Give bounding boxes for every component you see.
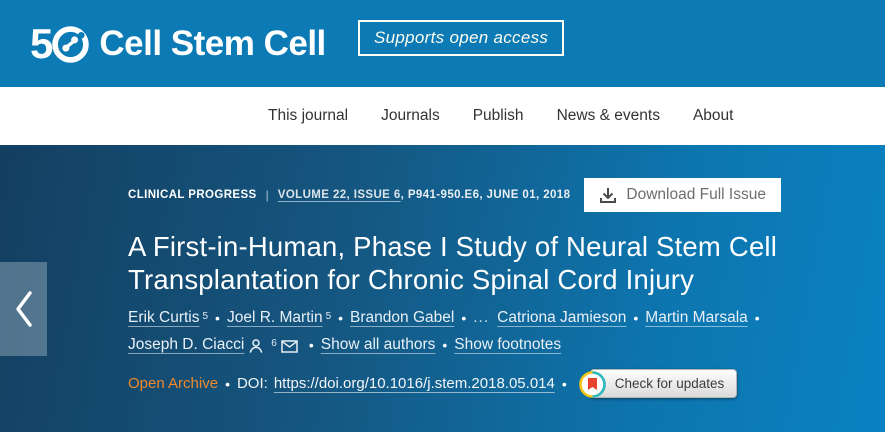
authors-ellipsis: ...: [473, 309, 490, 326]
show-all-authors-link[interactable]: Show all authors: [320, 336, 436, 353]
author-bullet: •: [633, 310, 639, 326]
meta-separator: |: [265, 188, 269, 202]
journal-name: Cell Stem Cell: [99, 23, 326, 63]
author-catriona-jamieson[interactable]: Catriona Jamieson: [497, 309, 627, 326]
author-bullet: •: [461, 310, 467, 326]
article-hero: CLINICAL PROGRESS | VOLUME 22, ISSUE 6 ,…: [0, 145, 885, 432]
journal-logo[interactable]: 5 Cell Stem Cell: [30, 20, 326, 68]
author-joseph-d-ciacci[interactable]: Joseph D. Ciacci: [128, 336, 245, 353]
main-nav: This journal Journals Publish News & eve…: [0, 87, 885, 145]
author-bullet: •: [308, 337, 314, 353]
author-affiliation-sup: 5: [202, 310, 209, 322]
nav-item-journals[interactable]: Journals: [381, 107, 440, 124]
nav-item-about[interactable]: About: [692, 107, 734, 124]
author-affiliation-sup: 5: [325, 310, 332, 322]
author-erik-curtis[interactable]: Erik Curtis: [128, 309, 200, 326]
email-envelope-icon[interactable]: [281, 339, 298, 353]
cell-division-icon: [52, 26, 90, 63]
logo-anniversary-number: 5: [30, 19, 53, 67]
carousel-previous-button[interactable]: [0, 262, 47, 356]
person-icon: [248, 338, 264, 354]
article-title: A First-in-Human, Phase I Study of Neura…: [128, 231, 778, 295]
nav-item-this-journal[interactable]: This journal: [268, 107, 349, 124]
article-hero-content: CLINICAL PROGRESS | VOLUME 22, ISSUE 6 ,…: [128, 145, 885, 398]
open-access-badge-label: Supports open access: [374, 28, 549, 47]
doi-link[interactable]: https://doi.org/10.1016/j.stem.2018.05.0…: [273, 375, 555, 392]
nav-item-news-events[interactable]: News & events: [556, 107, 660, 124]
nav-item-publish[interactable]: Publish: [472, 107, 524, 124]
doi-row: Open Archive • DOI: https://doi.org/10.1…: [128, 369, 885, 398]
doi-bullet: •: [561, 375, 567, 392]
check-for-updates-label: Check for updates: [614, 376, 725, 391]
doi-bullet: •: [225, 375, 230, 392]
show-footnotes-link[interactable]: Show footnotes: [454, 336, 562, 353]
author-bullet: •: [442, 337, 448, 353]
article-meta: CLINICAL PROGRESS | VOLUME 22, ISSUE 6 ,…: [128, 177, 885, 213]
authors-line-1: Erik Curtis 5 • Joel R. Martin 5 • Brand…: [128, 309, 885, 327]
check-for-updates-badge[interactable]: Check for updates: [578, 369, 738, 398]
crossmark-icon: [578, 371, 606, 398]
article-category: CLINICAL PROGRESS: [128, 189, 257, 201]
issue-link[interactable]: VOLUME 22, ISSUE 6: [277, 189, 401, 201]
author-brandon-gabel[interactable]: Brandon Gabel: [350, 309, 455, 326]
author-martin-marsala[interactable]: Martin Marsala: [645, 309, 748, 326]
brand-header: 5 Cell Stem Cell Supports open access: [0, 0, 885, 87]
download-icon: [600, 188, 617, 203]
issue-pages-date: , P941-950.E6, JUNE 01, 2018: [400, 189, 571, 201]
author-joel-r-martin[interactable]: Joel R. Martin: [226, 309, 323, 326]
author-affiliation-sup: 6: [271, 337, 277, 349]
open-access-badge[interactable]: Supports open access: [358, 20, 565, 56]
author-bullet: •: [754, 310, 760, 326]
download-full-issue-label: Download Full Issue: [626, 186, 766, 203]
author-bullet: •: [215, 310, 220, 326]
author-bullet: •: [338, 310, 344, 326]
download-full-issue-button[interactable]: Download Full Issue: [584, 178, 781, 212]
doi-label: DOI:: [236, 375, 268, 392]
authors-line-2: Joseph D. Ciacci 6 • Show all authors: [128, 336, 885, 354]
open-archive-link[interactable]: Open Archive: [128, 375, 219, 392]
chevron-left-icon: [15, 291, 32, 327]
